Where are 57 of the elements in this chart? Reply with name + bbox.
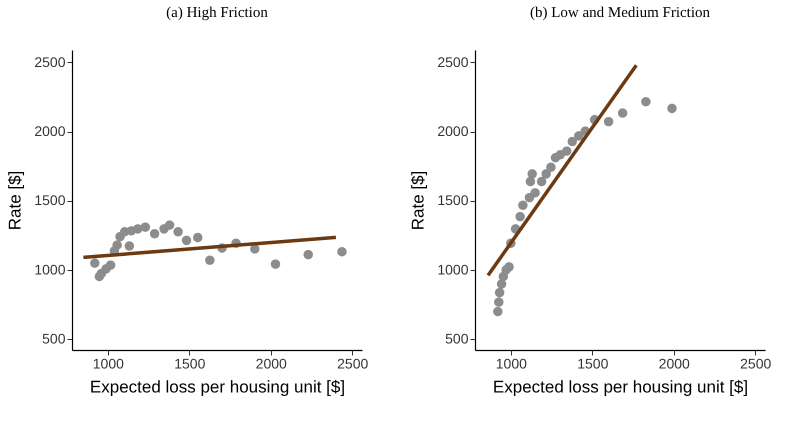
point — [164, 220, 174, 230]
point — [504, 262, 514, 272]
point — [106, 260, 116, 270]
point — [150, 229, 160, 238]
point — [182, 236, 192, 246]
point — [173, 227, 183, 237]
x-axis-title: Expected loss per housing unit [$] — [492, 378, 748, 396]
point — [546, 162, 556, 172]
point — [518, 200, 528, 210]
y-tick-label: 1000 — [34, 261, 66, 278]
point — [496, 279, 506, 289]
point — [112, 240, 122, 250]
x-tick-label: 1500 — [174, 356, 206, 372]
y-tick-label: 500 — [445, 330, 469, 346]
chart-title: (b) Low and Medium Friction — [530, 5, 710, 21]
point — [562, 146, 572, 156]
y-tick-label: 2500 — [34, 54, 66, 70]
point — [493, 306, 503, 316]
y-tick-label: 2000 — [34, 123, 66, 140]
point — [303, 250, 313, 260]
point — [270, 259, 280, 269]
point — [205, 256, 215, 266]
point — [90, 258, 100, 268]
point — [530, 188, 540, 198]
point — [618, 108, 628, 118]
x-tick-label: 1500 — [577, 356, 609, 372]
y-tick-label: 1500 — [34, 192, 66, 208]
point — [494, 288, 504, 298]
point — [536, 176, 546, 186]
y-tick-label: 1000 — [437, 261, 469, 278]
y-axis-title: Rate [$] — [5, 170, 24, 230]
x-tick-label: 1000 — [496, 356, 528, 372]
y-tick-label: 2000 — [437, 123, 469, 140]
point — [641, 96, 651, 106]
x-tick-label: 2000 — [658, 356, 690, 372]
point — [667, 104, 677, 114]
x-axis-title: Expected loss per housing unit [$] — [90, 378, 346, 396]
point — [494, 297, 504, 307]
point — [527, 169, 537, 179]
point — [515, 212, 525, 222]
point — [337, 246, 347, 256]
x-tick-label: 1000 — [92, 356, 124, 372]
point — [541, 169, 551, 179]
point — [124, 241, 134, 251]
point — [193, 232, 203, 242]
point — [140, 222, 150, 232]
point — [604, 116, 614, 126]
y-tick-label: 1500 — [437, 192, 469, 208]
x-tick-label: 2500 — [337, 356, 369, 372]
x-tick-label: 2500 — [740, 356, 772, 372]
y-tick-label: 2500 — [437, 54, 469, 70]
y-axis-title: Rate [$] — [408, 170, 428, 230]
point — [568, 136, 578, 146]
y-tick-label: 500 — [42, 330, 66, 346]
x-tick-label: 2000 — [256, 356, 288, 372]
chart-title: (a) High Friction — [166, 5, 268, 21]
point — [574, 131, 584, 141]
